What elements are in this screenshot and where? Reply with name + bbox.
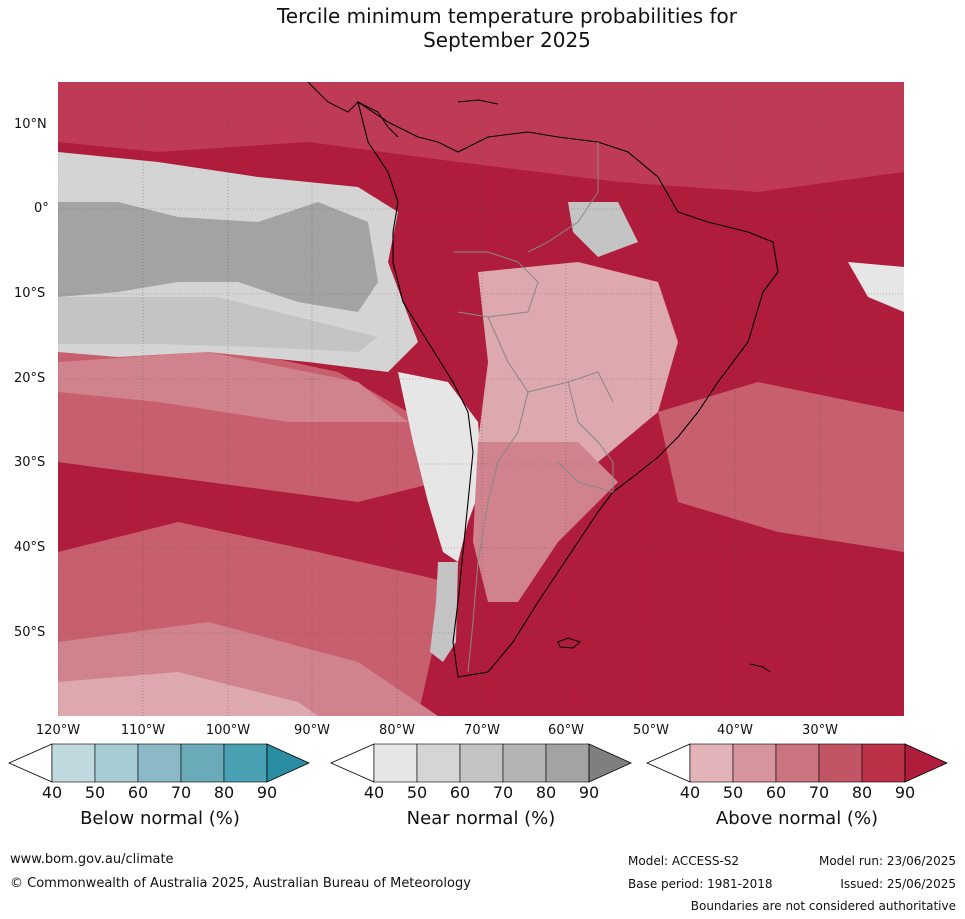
near-tick-70: 70 bbox=[492, 783, 514, 802]
website-link[interactable]: www.bom.gov.au/climate bbox=[10, 852, 174, 867]
disclaimer: Boundaries are not considered authoritat… bbox=[690, 899, 956, 913]
central-america-coastline bbox=[307, 82, 399, 138]
lon-label-50w: 50°W bbox=[633, 723, 669, 738]
near-normal-zone-amazon-mouth bbox=[568, 202, 638, 257]
above-tick-60: 60 bbox=[765, 783, 787, 802]
below-tick-40: 40 bbox=[41, 783, 63, 802]
lon-label-30w: 30°W bbox=[802, 723, 838, 738]
near-tick-80: 80 bbox=[535, 783, 557, 802]
above-50-zone-interior bbox=[478, 262, 678, 482]
lat-label-10s: 10°S bbox=[14, 286, 46, 301]
near-80-zone-equatorial-pacific bbox=[58, 202, 378, 312]
chart-title: Tercile minimum temperature probabilitie… bbox=[0, 4, 965, 52]
below-tick-80: 80 bbox=[213, 783, 235, 802]
base-period: Base period: 1981-2018 bbox=[628, 877, 773, 891]
lon-label-80w: 80°W bbox=[379, 723, 415, 738]
lon-label-60w: 60°W bbox=[548, 723, 584, 738]
near-tick-50: 50 bbox=[406, 783, 428, 802]
colorbar-below-normal bbox=[8, 743, 310, 783]
lon-label-40w: 40°W bbox=[717, 723, 753, 738]
above-70-zone-east bbox=[658, 382, 904, 552]
above-tick-50: 50 bbox=[722, 783, 744, 802]
below-tick-50: 50 bbox=[84, 783, 106, 802]
above-tick-90: 90 bbox=[894, 783, 916, 802]
lon-label-70w: 70°W bbox=[464, 723, 500, 738]
near-normal-label: Near normal (%) bbox=[406, 808, 556, 829]
country-borders bbox=[453, 142, 614, 673]
lat-label-20s: 20°S bbox=[14, 371, 46, 386]
probability-map bbox=[58, 82, 904, 716]
model-name: Model: ACCESS-S2 bbox=[628, 854, 740, 868]
near-60-zone-patagonia bbox=[430, 562, 458, 662]
below-tick-60: 60 bbox=[127, 783, 149, 802]
title-line-1: Tercile minimum temperature probabilitie… bbox=[276, 4, 738, 28]
falkland-islands bbox=[557, 637, 581, 649]
model-run-date: Model run: 23/06/2025 bbox=[818, 854, 956, 868]
lon-label-100w: 100°W bbox=[205, 723, 251, 738]
issued-date: Issued: 25/06/2025 bbox=[840, 877, 956, 891]
above-60-zone-pacific bbox=[58, 352, 408, 422]
above-50-zone-southwest bbox=[58, 672, 318, 716]
lon-label-110w: 110°W bbox=[120, 723, 166, 738]
caribbean-islands bbox=[457, 99, 499, 105]
lat-label-30s: 30°S bbox=[14, 455, 46, 470]
above-tick-70: 70 bbox=[808, 783, 830, 802]
above-60-zone-argentina bbox=[473, 442, 618, 602]
lat-label-50s: 50°S bbox=[14, 625, 46, 640]
south-america-coastline bbox=[357, 100, 779, 678]
above-tick-40: 40 bbox=[679, 783, 701, 802]
below-tick-70: 70 bbox=[170, 783, 192, 802]
near-tick-90: 90 bbox=[578, 783, 600, 802]
lat-label-0: 0° bbox=[34, 201, 49, 216]
lon-label-90w: 90°W bbox=[294, 723, 330, 738]
south-georgia bbox=[749, 663, 771, 673]
lon-label-120w: 120°W bbox=[35, 723, 81, 738]
near-normal-zone-chile-coast bbox=[398, 372, 483, 562]
lat-label-10n: 10°N bbox=[14, 117, 47, 132]
lat-label-40s: 40°S bbox=[14, 540, 46, 555]
below-tick-90: 90 bbox=[256, 783, 278, 802]
colorbar-near-normal bbox=[330, 743, 632, 783]
colorbar-above-normal bbox=[646, 743, 948, 783]
near-tick-40: 40 bbox=[363, 783, 385, 802]
near-normal-zone-brazil-east bbox=[848, 262, 904, 312]
above-normal-label: Above normal (%) bbox=[715, 808, 879, 829]
above-80-zone-north bbox=[58, 82, 904, 192]
below-normal-label: Below normal (%) bbox=[80, 808, 240, 829]
above-tick-80: 80 bbox=[851, 783, 873, 802]
map-svg bbox=[58, 82, 904, 716]
graticule bbox=[58, 82, 904, 716]
near-60-zone-pacific bbox=[58, 297, 378, 352]
near-tick-60: 60 bbox=[449, 783, 471, 802]
copyright-text: © Commonwealth of Australia 2025, Austra… bbox=[10, 876, 471, 891]
title-line-2: September 2025 bbox=[423, 28, 591, 52]
